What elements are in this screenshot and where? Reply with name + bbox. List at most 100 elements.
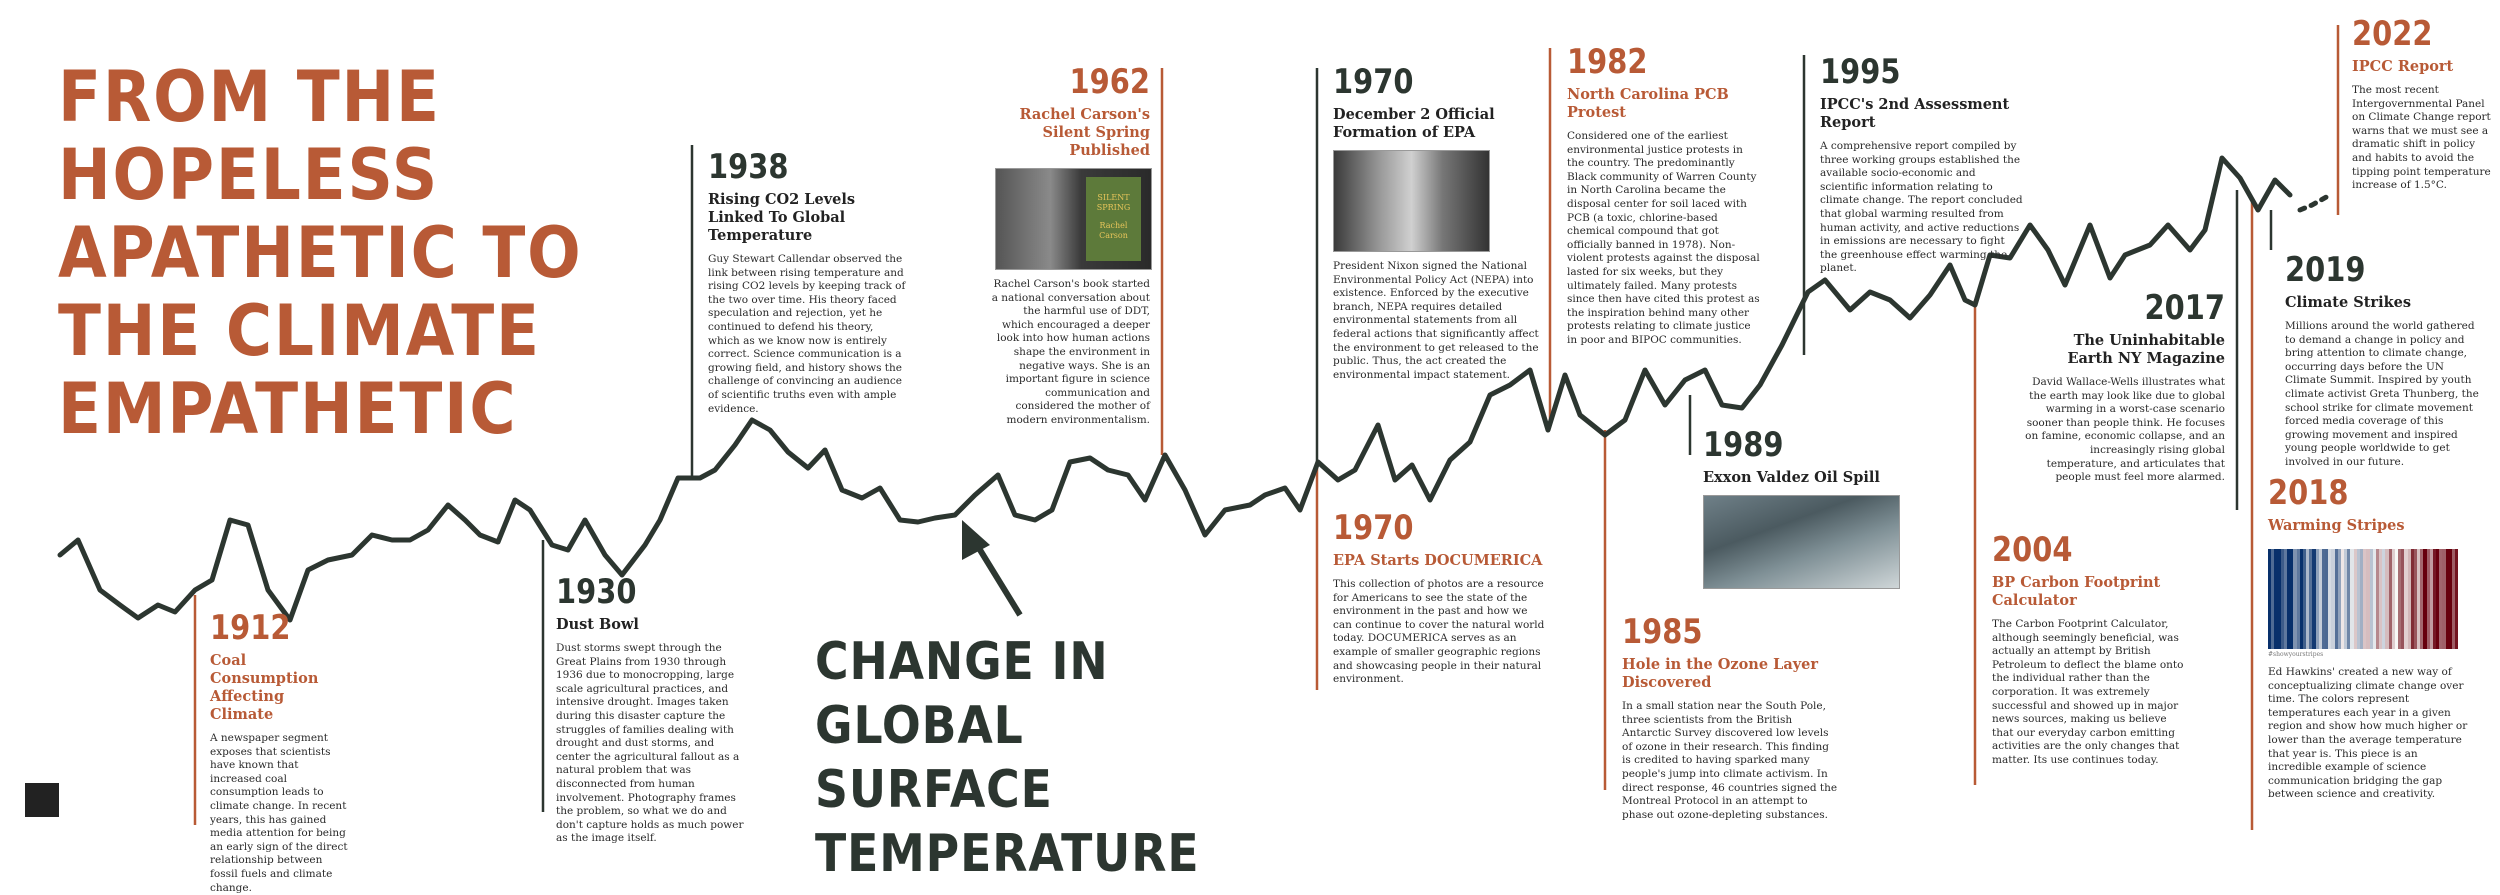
event-body: In a small station near the South Pole, …	[1622, 700, 1838, 821]
stripe	[2455, 549, 2459, 649]
stripe	[2306, 549, 2310, 649]
stripe	[2432, 549, 2437, 649]
event-marker-lines	[193, 25, 2340, 830]
stripe	[2350, 549, 2354, 649]
event-body: David Wallace-Wells illustrates what the…	[2025, 376, 2225, 484]
stripes-caption: #showyourstripes	[2268, 651, 2324, 658]
event-year: 2022	[2352, 14, 2433, 54]
stripe	[2302, 549, 2307, 649]
event-body: The most recent Intergovernmental Panel …	[2352, 84, 2491, 192]
event-1970-documerica: 1970 EPA Starts DOCUMERICA This collecti…	[1333, 508, 1548, 687]
stripe	[2385, 549, 2389, 649]
stripe	[2274, 549, 2278, 649]
stripe	[2321, 549, 2326, 649]
stripe	[2404, 549, 2408, 649]
event-year: 1930	[556, 572, 637, 612]
stripe	[2318, 549, 2322, 649]
stripe	[2363, 549, 2367, 649]
stripe	[2296, 549, 2300, 649]
silent-spring-book-cover: SILENT SPRING Rachel Carson	[1086, 177, 1141, 261]
stripe	[2359, 549, 2364, 649]
stripe	[2410, 549, 2414, 649]
stripe	[2413, 549, 2418, 649]
corner-square	[25, 783, 59, 817]
event-2018: 2018 Warming Stripes #showyourstripes Ed…	[2268, 473, 2468, 802]
stripe	[2451, 549, 2456, 649]
stripe	[2283, 549, 2288, 649]
event-1995: 1995 IPCC's 2nd Assessment Report A comp…	[1820, 52, 2025, 276]
event-heading: The Uninhabitable Earth NY Magazine	[2067, 332, 2225, 367]
stripe	[2337, 549, 2341, 649]
stripe	[2290, 549, 2294, 649]
event-heading: Dust Bowl	[556, 616, 639, 633]
event-heading: EPA Starts DOCUMERICA	[1333, 552, 1543, 569]
stripe	[2448, 549, 2452, 649]
stripe	[2277, 549, 2281, 649]
timeline-canvas	[57, 25, 2340, 830]
event-year: 2019	[2285, 250, 2366, 290]
stripe	[2407, 549, 2411, 649]
event-body: A newspaper segment exposes that scienti…	[210, 732, 348, 894]
event-heading: Rising CO2 Levels Linked To Global Tempe…	[708, 191, 856, 244]
event-year: 1985	[1622, 612, 1703, 652]
rachel-carson-photo: SILENT SPRING Rachel Carson	[995, 168, 1152, 270]
event-body: The Carbon Footprint Calculator, althoug…	[1992, 618, 2184, 766]
event-body: President Nixon signed the National Envi…	[1333, 260, 1539, 381]
stripe	[2382, 549, 2386, 649]
stripe	[2271, 549, 2275, 649]
event-2017: 2017 The Uninhabitable Earth NY Magazine…	[2025, 288, 2225, 485]
event-heading: Rachel Carson's Silent Spring Published	[1019, 106, 1151, 159]
event-year: 1938	[708, 147, 789, 187]
stripe	[2372, 549, 2376, 649]
event-year: 1989	[1703, 425, 1784, 465]
stripe	[2344, 549, 2348, 649]
event-heading: Climate Strikes	[2285, 294, 2412, 311]
chart-subtitle: CHANGE IN GLOBAL SURFACE TEMPERATURE	[815, 632, 1200, 884]
stripe	[2366, 549, 2370, 649]
stripe	[2417, 549, 2421, 649]
event-year: 1982	[1567, 42, 1648, 82]
stripe	[2429, 549, 2433, 649]
event-1930: 1930 Dust Bowl Dust storms swept through…	[556, 572, 751, 846]
event-body: This collection of photos are a resource…	[1333, 578, 1545, 686]
event-heading: Hole in the Ozone Layer Discovered	[1622, 656, 1818, 691]
event-year: 1970	[1333, 62, 1414, 102]
event-heading: IPCC's 2nd Assessment Report	[1820, 96, 2010, 131]
stripe	[2391, 549, 2395, 649]
arrow-icon	[962, 520, 1023, 617]
event-1912: 1912 Coal Consumption Affecting Climate …	[210, 608, 348, 895]
event-body: Rachel Carson's book started a national …	[991, 278, 1150, 426]
stripe	[2315, 549, 2319, 649]
temperature-line	[57, 155, 2293, 623]
event-year: 2017	[2144, 288, 2225, 328]
stripe	[2426, 549, 2430, 649]
event-2004: 2004 BP Carbon Footprint Calculator The …	[1992, 530, 2187, 768]
stripe	[2369, 549, 2373, 649]
stripe	[2436, 549, 2440, 649]
stripe	[2356, 549, 2360, 649]
stripe	[2445, 549, 2449, 649]
stripe	[2439, 549, 2443, 649]
stripe	[2293, 549, 2297, 649]
event-year: 1995	[1820, 52, 1901, 92]
stripe	[2312, 549, 2316, 649]
event-year: 1970	[1333, 508, 1414, 548]
event-1938: 1938 Rising CO2 Levels Linked To Global …	[708, 147, 908, 416]
stripe	[2388, 549, 2392, 649]
event-heading: Exxon Valdez Oil Spill	[1703, 469, 1880, 486]
event-body: Dust storms swept through the Great Plai…	[556, 642, 744, 845]
stripe	[2375, 549, 2380, 649]
event-heading: North Carolina PCB Protest	[1567, 86, 1729, 121]
event-heading: Coal Consumption Affecting Climate	[210, 652, 319, 723]
stripe	[2331, 549, 2335, 649]
event-1962: 1962 Rachel Carson's Silent Spring Publi…	[990, 62, 1152, 428]
event-2022: 2022 IPCC Report The most recent Intergo…	[2352, 14, 2492, 193]
stripe	[2379, 549, 2383, 649]
nixon-epa-photo	[1333, 150, 1490, 252]
stripe	[2287, 549, 2291, 649]
event-year: 1912	[210, 608, 291, 648]
stripe	[2340, 549, 2345, 649]
stripe	[2328, 549, 2332, 649]
warming-stripes-graphic	[2268, 549, 2459, 649]
stripe	[2442, 549, 2446, 649]
